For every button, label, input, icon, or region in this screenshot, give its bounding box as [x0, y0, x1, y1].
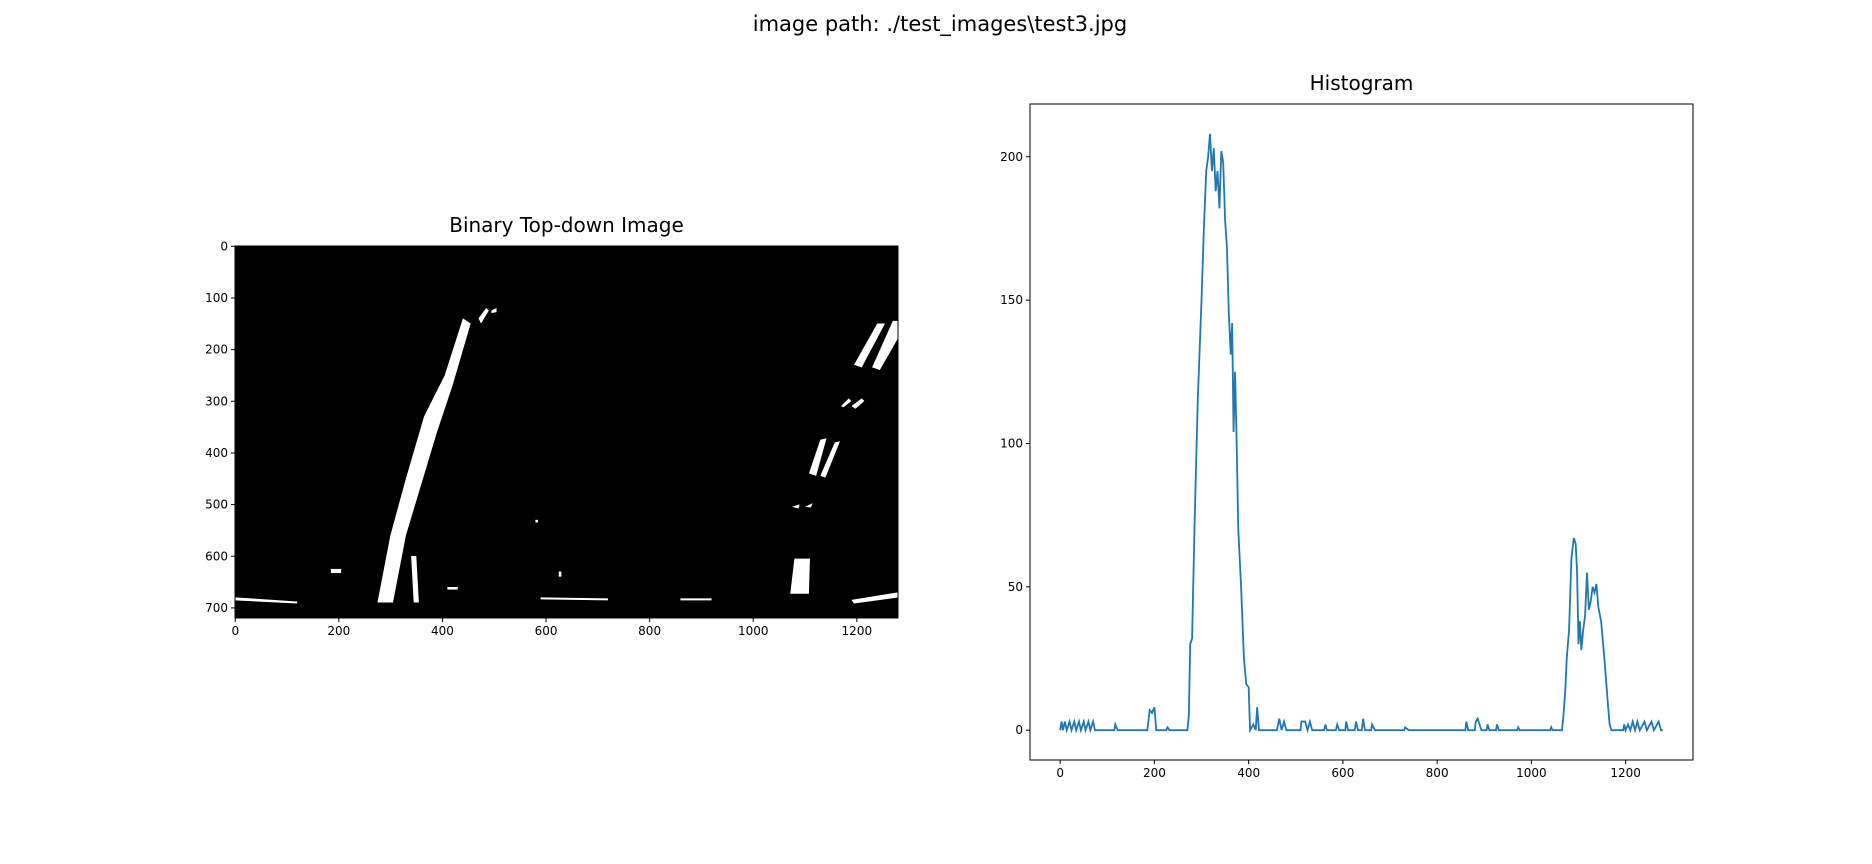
x-tick-label: 400	[431, 624, 454, 638]
y-tick-label: 200	[205, 343, 228, 357]
x-tick-label: 200	[1143, 766, 1166, 780]
x-tick-label: 0	[1056, 766, 1064, 780]
x-tick-label: 1200	[842, 624, 873, 638]
x-tick-label: 400	[1237, 766, 1260, 780]
x-tick-label: 600	[1331, 766, 1354, 780]
binary-image	[235, 246, 898, 618]
y-tick-label: 300	[205, 394, 228, 408]
axes-frame	[1029, 103, 1694, 761]
y-tick-label: 50	[1008, 580, 1023, 594]
y-tick-label: 200	[1000, 150, 1023, 164]
y-tick-label: 100	[1000, 436, 1023, 450]
figure-title: image path: ./test_images\test3.jpg	[753, 12, 1127, 37]
x-tick-label: 1200	[1610, 766, 1641, 780]
y-tick-label: 100	[205, 291, 228, 305]
y-tick-label: 0	[1015, 723, 1023, 737]
x-tick-label: 600	[535, 624, 558, 638]
x-tick-label: 0	[231, 624, 239, 638]
x-tick-label: 800	[638, 624, 661, 638]
y-tick-label: 700	[205, 601, 228, 615]
y-tick-label: 0	[220, 239, 228, 253]
y-tick-label: 400	[205, 446, 228, 460]
x-tick-label: 1000	[738, 624, 769, 638]
axes-frame	[234, 245, 899, 619]
histogram-line	[1059, 133, 1663, 734]
y-tick-label: 150	[1000, 293, 1023, 307]
y-tick-label: 500	[205, 498, 228, 512]
x-tick-label: 200	[327, 624, 350, 638]
axes-title: Binary Top-down Image	[449, 213, 684, 237]
x-tick-label: 800	[1426, 766, 1449, 780]
x-tick-label: 1000	[1516, 766, 1547, 780]
y-tick-label: 600	[205, 549, 228, 563]
axes-title: Histogram	[1310, 71, 1414, 95]
